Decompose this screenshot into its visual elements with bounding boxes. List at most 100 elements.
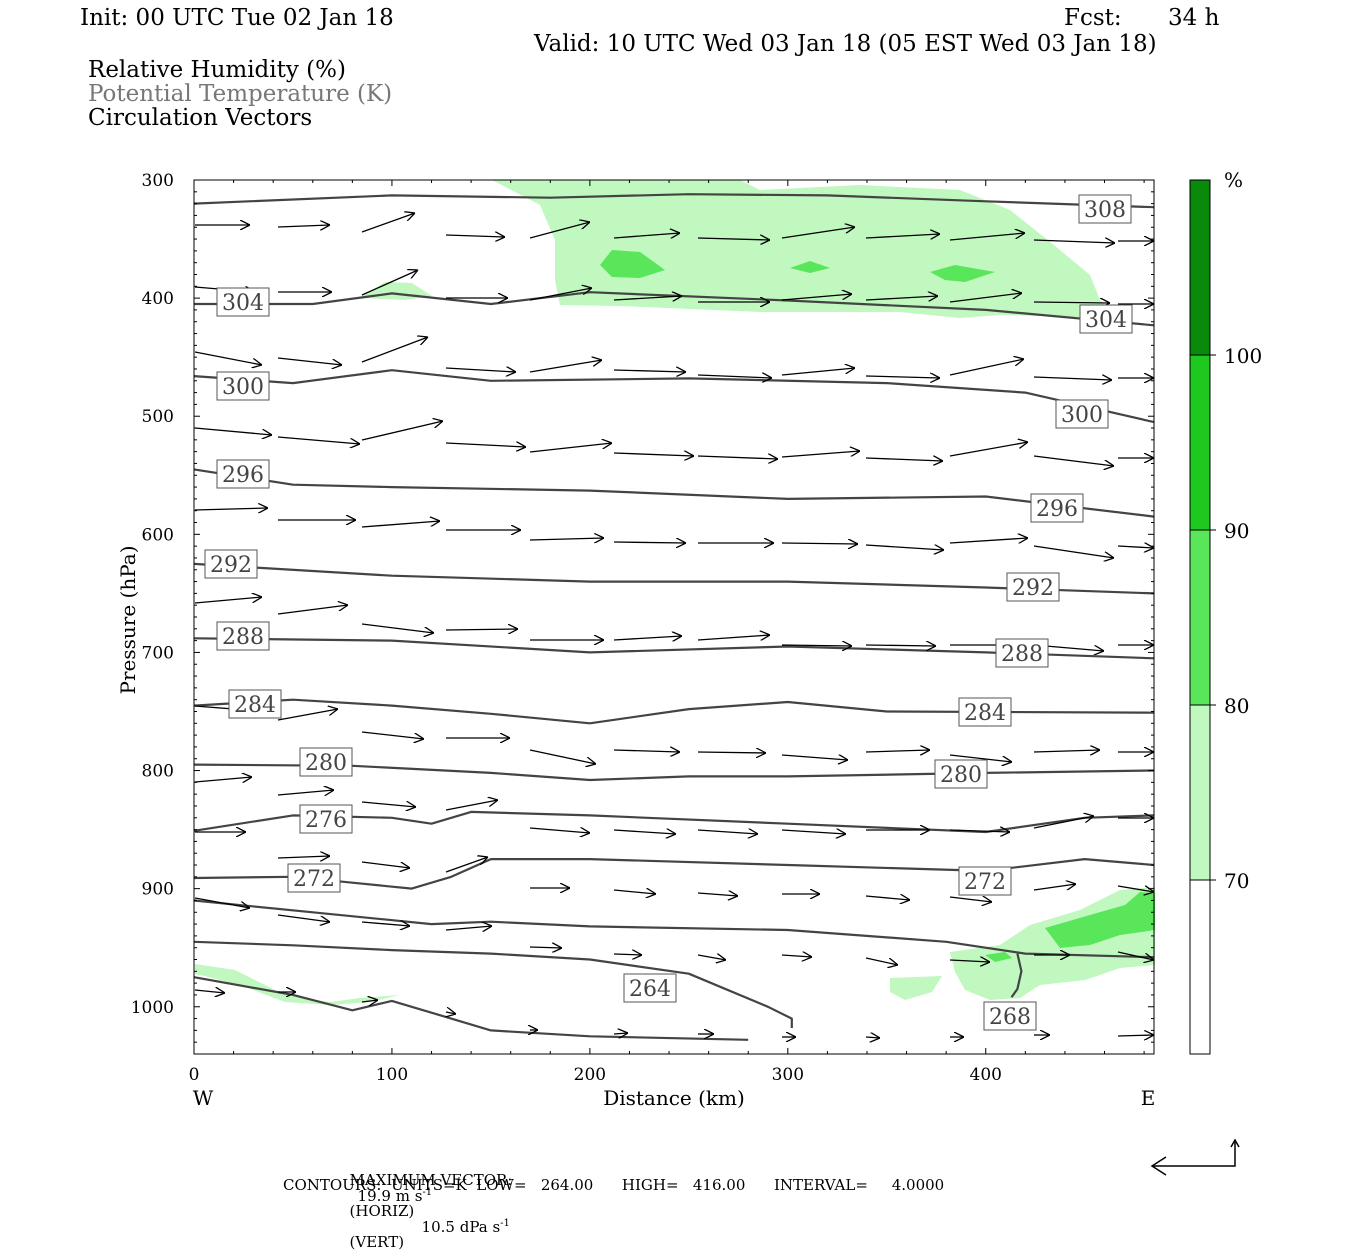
circulation-vector [865, 645, 936, 646]
contour-label-308-0: 308 [1084, 198, 1126, 223]
circulation-vector [697, 830, 758, 834]
contour-label-box-272-1 [958, 866, 1012, 896]
contour-label-292-1: 292 [1012, 576, 1054, 601]
circulation-vector [277, 709, 338, 721]
circulation-vector [1117, 546, 1154, 548]
max-vector-label: MAXIMUM VECTOR: [349, 1171, 513, 1189]
contour-label-box-284-1 [958, 697, 1012, 727]
circulation-vector [361, 337, 428, 363]
contour-label-box-296-0 [216, 459, 270, 489]
circulation-vector [361, 922, 410, 926]
circulation-vector [781, 645, 852, 646]
circulation-vector [529, 828, 590, 833]
y-axis-title: Pressure (hPa) [116, 546, 140, 695]
y-tick-label-500: 500 [142, 407, 174, 427]
circulation-vector [445, 857, 488, 873]
circulation-vector [781, 451, 860, 458]
contour-label-box-304-1 [1079, 304, 1133, 334]
circulation-vector [697, 238, 770, 240]
circulation-vector [529, 749, 596, 764]
circulation-vector [865, 544, 944, 550]
circulation-vector [194, 597, 262, 604]
contour-label-box-288-1 [995, 638, 1049, 668]
colorbar-segment-1 [1189, 704, 1211, 881]
contour-label-box-296-1 [1030, 493, 1084, 523]
rh-70-region-upper [492, 180, 1120, 318]
circulation-vector [1033, 302, 1110, 303]
circulation-vector [277, 605, 348, 615]
circulation-vector [949, 442, 1028, 457]
east-label: E [1141, 1086, 1156, 1110]
rh-80-patch-1 [600, 250, 665, 278]
colorbar-label-70: 70 [1224, 869, 1249, 893]
theta-contour-284 [193, 698, 1155, 725]
contour-label-276-0: 276 [305, 808, 347, 833]
x-tick-label-100: 100 [376, 1065, 408, 1085]
contour-label-288-0: 288 [222, 625, 264, 650]
x-axis: 0 100 200 300 400 [189, 180, 1145, 1085]
contour-label-284-1: 284 [964, 701, 1006, 726]
theta-contour-268 [1010, 953, 1023, 998]
circulation-vector [865, 296, 938, 300]
circulation-vector [277, 225, 330, 227]
legend-theta: Potential Temperature (K) [88, 81, 393, 107]
circulation-vector [613, 542, 686, 543]
circulation-vector [613, 830, 676, 834]
forecast-label: Fcst: [1064, 5, 1122, 31]
y-tick-label-900: 900 [142, 880, 174, 900]
colorbar-segment-0 [1189, 879, 1211, 1055]
circulation-vector [1033, 377, 1112, 380]
valid-time: Valid: 10 UTC Wed 03 Jan 18 (05 EST Wed … [534, 31, 1157, 57]
x-tick-label-400: 400 [970, 1065, 1002, 1085]
circulation-vector [529, 222, 590, 239]
circulation-vector [613, 1033, 628, 1034]
circulation-vector [865, 1037, 880, 1038]
circulation-vector [361, 623, 434, 633]
x-tick-label-200: 200 [574, 1065, 606, 1085]
circulation-vector [1033, 816, 1094, 829]
circulation-vector [949, 293, 1022, 303]
x-tick-label-300: 300 [772, 1065, 804, 1085]
contour-label-box-280-1 [934, 759, 988, 789]
contour-label-280-0: 280 [305, 751, 347, 776]
y-tick-label-800: 800 [142, 762, 174, 782]
contour-label-304-1: 304 [1085, 308, 1127, 333]
cross-section-chart: 308 304 304 300 300 296 296 292 292 288 288 284 284 2… [116, 168, 1262, 1176]
circulation-vector [949, 897, 992, 902]
circulation-vector [361, 731, 424, 739]
contour-label-box-288-0 [216, 621, 270, 651]
vert-suffix: (VERT) [349, 1233, 405, 1251]
contour-label-280-1: 280 [940, 763, 982, 788]
contour-label-292-0: 292 [210, 553, 252, 578]
rh-70-region-small [890, 976, 942, 1000]
contour-label-box-292-0 [204, 549, 258, 579]
contour-label-284-0: 284 [234, 693, 276, 718]
circulation-vector [529, 538, 604, 540]
colorbar-label-80: 80 [1224, 694, 1249, 718]
circulation-vector [445, 800, 498, 811]
circulation-vector [949, 960, 990, 962]
circulation-vector [194, 777, 252, 782]
contour-label-268-0: 268 [989, 1005, 1031, 1030]
rh-colorbar: 70 80 90 100 [1189, 179, 1262, 1055]
contour-label-box-264-0 [623, 973, 677, 1003]
y-tick-label-400: 400 [142, 289, 174, 309]
circulation-vector [361, 1000, 378, 1002]
circulation-vector [697, 752, 766, 753]
contour-label-box-292-1 [1006, 572, 1060, 602]
circulation-vector [613, 233, 680, 238]
circulation-vector [529, 947, 562, 948]
colorbar-segment-4 [1189, 179, 1211, 356]
west-label: W [193, 1086, 214, 1110]
contour-label-box-300-1 [1055, 399, 1109, 429]
max-vector-vert: 10.5 dPa s [421, 1218, 501, 1236]
colorbar-label-100: 100 [1224, 344, 1262, 368]
circulation-vector [697, 375, 772, 378]
circulation-vector [194, 897, 250, 908]
circulation-vector [446, 1012, 456, 1014]
colorbar-segment-2 [1189, 529, 1211, 706]
theta-contour-unlabeled-11 [193, 940, 793, 1028]
circulation-vector [277, 436, 360, 444]
contour-label-box-300-0 [216, 371, 270, 401]
circulation-vector [613, 636, 682, 640]
